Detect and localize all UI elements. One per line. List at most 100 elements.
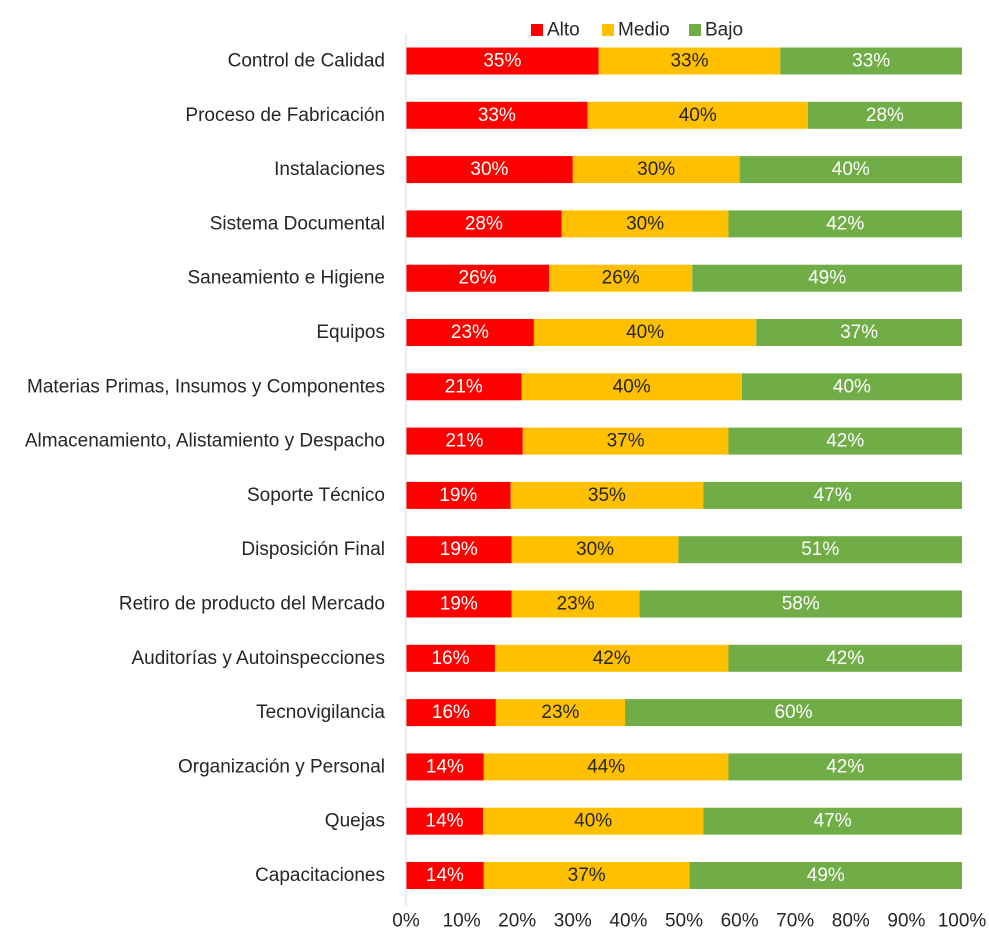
data-label: 35% xyxy=(588,485,626,506)
data-label: 23% xyxy=(541,702,579,723)
bar-segment-medio xyxy=(483,862,690,889)
bar-segment-medio xyxy=(598,47,781,75)
data-label: 42% xyxy=(593,648,631,669)
legend: Alto Medio Bajo xyxy=(531,20,743,41)
legend-label: Alto xyxy=(547,20,580,41)
bar-segment-alto xyxy=(406,319,534,346)
data-label: 14% xyxy=(426,865,464,886)
data-label: 26% xyxy=(459,268,497,289)
data-label: 49% xyxy=(808,268,846,289)
bar-segment-bajo xyxy=(728,427,962,455)
x-tick-label: 50% xyxy=(665,911,703,932)
data-label: 49% xyxy=(807,865,845,886)
data-label: 30% xyxy=(576,539,614,560)
data-label: 33% xyxy=(670,51,708,72)
category-label: Saneamiento e Higiene xyxy=(187,268,385,289)
category-label: Control de Calidad xyxy=(228,51,385,72)
bars: 35% 33% 33% 33% 40% 28% 30% 30% 40% 28% 30% 42% 26% 2… xyxy=(406,47,962,889)
bar-segment-bajo xyxy=(739,156,962,184)
bar-segment-medio xyxy=(511,590,640,618)
bar-segment-medio xyxy=(495,699,626,727)
x-tick-label: 30% xyxy=(554,911,592,932)
bar-segment-medio xyxy=(494,644,729,672)
data-label: 33% xyxy=(478,105,516,126)
bar-segment-alto xyxy=(406,862,484,889)
x-tick-label: 70% xyxy=(776,911,814,932)
category-label: Quejas xyxy=(325,811,385,832)
x-tick-label: 90% xyxy=(887,911,925,932)
data-label: 19% xyxy=(440,594,478,615)
legend-label: Bajo xyxy=(705,20,743,41)
bar-segment-bajo xyxy=(703,807,962,835)
data-label: 23% xyxy=(451,322,489,343)
legend-swatch-bajo xyxy=(689,24,701,36)
bar-segment-bajo xyxy=(728,210,962,238)
data-label: 40% xyxy=(833,376,871,397)
bar-segment-alto xyxy=(406,807,484,835)
data-label: 47% xyxy=(814,485,852,506)
bar-segment-medio xyxy=(521,373,742,401)
legend-swatch-medio xyxy=(602,24,614,36)
category-label: Instalaciones xyxy=(274,159,385,180)
bar-segment-medio xyxy=(522,427,729,455)
bar-segment-bajo xyxy=(625,699,962,727)
category-label: Soporte Técnico xyxy=(247,485,385,506)
category-label: Almacenamiento, Alistamiento y Despacho xyxy=(25,431,385,452)
x-tick-label: 40% xyxy=(609,911,647,932)
bar-segment-bajo xyxy=(741,373,962,401)
bar-segment-bajo xyxy=(756,319,962,346)
data-label: 23% xyxy=(557,594,595,615)
data-label: 44% xyxy=(587,756,625,777)
x-axis-ticks: 0% 10% 20% 30% 40% 50% 60% 70% 80% 90% 100% xyxy=(392,911,986,932)
bar-segment-medio xyxy=(511,536,679,564)
data-label: 30% xyxy=(470,159,508,180)
data-label: 30% xyxy=(637,159,675,180)
category-label: Sistema Documental xyxy=(210,213,385,234)
data-label: 30% xyxy=(626,213,664,234)
data-label: 42% xyxy=(826,648,864,669)
data-label: 58% xyxy=(782,594,820,615)
x-tick-label: 80% xyxy=(832,911,870,932)
category-label: Retiro de producto del Mercado xyxy=(119,594,385,615)
category-label: Proceso de Fabricación xyxy=(185,105,385,126)
data-label: 40% xyxy=(626,322,664,343)
data-label: 42% xyxy=(826,431,864,452)
data-label: 60% xyxy=(774,702,812,723)
x-tick-label: 0% xyxy=(392,911,420,932)
x-tick-label: 100% xyxy=(938,911,987,932)
data-label: 42% xyxy=(826,756,864,777)
data-label: 35% xyxy=(483,51,521,72)
bar-segment-bajo xyxy=(728,753,962,781)
data-label: 26% xyxy=(602,268,640,289)
bar-segment-bajo xyxy=(807,101,962,129)
data-label: 37% xyxy=(607,431,645,452)
category-label: Materias Primas, Insumos y Componentes xyxy=(27,376,385,397)
bar-segment-alto xyxy=(406,481,511,509)
bar-segment-alto xyxy=(406,427,523,455)
category-label: Equipos xyxy=(316,322,385,343)
data-label: 28% xyxy=(866,105,904,126)
data-label: 47% xyxy=(814,811,852,832)
bar-segment-medio xyxy=(572,156,740,184)
data-label: 14% xyxy=(426,756,464,777)
data-label: 51% xyxy=(801,539,839,560)
bar-segment-medio xyxy=(483,807,704,835)
data-label: 40% xyxy=(832,159,870,180)
data-label: 19% xyxy=(439,485,477,506)
bar-segment-alto xyxy=(406,644,495,672)
bar-segment-alto xyxy=(406,101,588,129)
x-tick-label: 20% xyxy=(498,911,536,932)
data-label: 37% xyxy=(840,322,878,343)
bar-segment-bajo xyxy=(639,590,962,618)
bar-segment-bajo xyxy=(678,536,962,564)
bar-segment-bajo xyxy=(703,481,962,509)
data-label: 14% xyxy=(426,811,464,832)
bar-segment-bajo xyxy=(689,862,962,889)
data-label: 16% xyxy=(431,648,469,669)
bar-segment-medio xyxy=(510,481,704,509)
bar-segment-alto xyxy=(406,536,512,564)
data-label: 40% xyxy=(679,105,717,126)
bar-segment-alto xyxy=(406,47,599,75)
bar-segment-alto xyxy=(406,210,562,238)
